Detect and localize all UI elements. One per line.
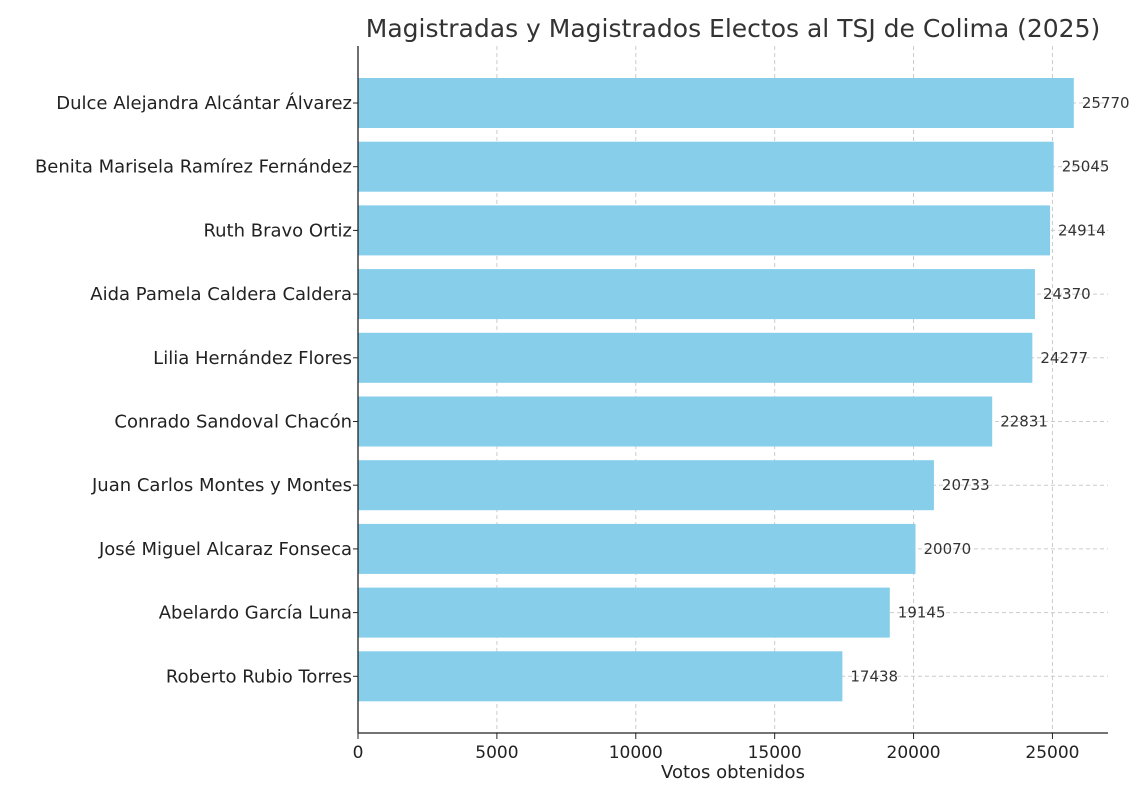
category-label-8: Abelardo García Luna (159, 603, 352, 624)
category-label-5: Conrado Sandoval Chacón (114, 412, 352, 433)
bar-4 (358, 332, 1033, 383)
category-label-2: Ruth Bravo Ortiz (203, 220, 352, 241)
x-tick-label-2: 10000 (609, 743, 663, 763)
bar-9 (358, 651, 843, 702)
bar-3 (358, 269, 1035, 320)
value-label-2: 24914 (1058, 221, 1106, 239)
category-label-7: José Miguel Alcaraz Fonseca (98, 539, 352, 560)
x-tick-label-5: 25000 (1025, 743, 1079, 763)
x-axis-title: Votos obtenidos (661, 762, 805, 783)
bar-5 (358, 396, 993, 447)
bar-8 (358, 587, 890, 638)
category-label-4: Lilia Hernández Flores (153, 348, 352, 369)
value-label-6: 20733 (942, 476, 990, 494)
bar-7 (358, 523, 916, 574)
value-label-8: 19145 (898, 604, 946, 622)
value-label-1: 25045 (1062, 158, 1110, 176)
category-label-6: Juan Carlos Montes y Montes (91, 475, 352, 496)
chart-title: Magistradas y Magistrados Electos al TSJ… (366, 14, 1101, 43)
bar-0 (358, 78, 1074, 128)
value-label-3: 24370 (1043, 285, 1091, 303)
value-label-0: 25770 (1082, 94, 1130, 112)
value-label-4: 24277 (1040, 349, 1088, 367)
category-label-1: Benita Marisela Ramírez Fernández (35, 157, 352, 178)
x-tick-label-0: 0 (353, 743, 364, 763)
axes (357, 46, 1108, 734)
value-labels: 25770 25045 24914 24370 24277 22831 20733 20070… (850, 94, 1129, 685)
category-labels: Dulce Alejandra Alcántar Álvarez Benita M… (35, 92, 352, 687)
bar-1 (358, 141, 1054, 192)
value-label-7: 20070 (924, 540, 972, 558)
x-tick-label-4: 20000 (887, 743, 941, 763)
bars (358, 78, 1074, 702)
x-tick-label-3: 15000 (748, 743, 802, 763)
value-label-9: 17438 (850, 667, 898, 685)
category-label-0: Dulce Alejandra Alcántar Álvarez (56, 92, 352, 114)
category-label-9: Roberto Rubio Torres (166, 666, 352, 687)
bar-2 (358, 205, 1051, 256)
category-label-3: Aida Pamela Caldera Caldera (90, 284, 352, 305)
bar-6 (358, 460, 934, 511)
value-label-5: 22831 (1000, 413, 1048, 431)
x-tick-label-1: 5000 (475, 743, 518, 763)
x-axis-ticks: 0 5000 10000 15000 20000 25000 (353, 102, 1079, 763)
